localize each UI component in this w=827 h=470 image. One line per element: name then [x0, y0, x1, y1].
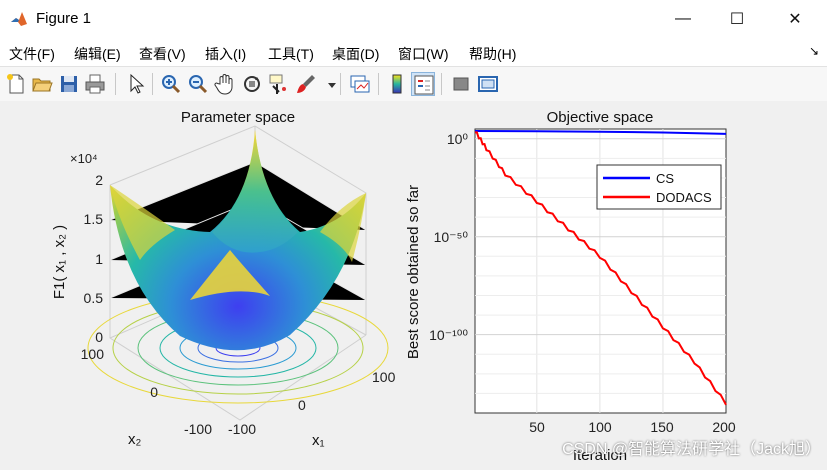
window-title: Figure 1	[36, 10, 92, 27]
legend-box[interactable]: CS DODACS	[596, 164, 722, 210]
z-axis-label: F1( x₁ , x₂ )	[51, 225, 68, 299]
zoom-in-icon[interactable]	[159, 72, 183, 96]
brush-icon[interactable]	[294, 72, 318, 96]
x2-axis-label: x₂	[128, 431, 142, 448]
matlab-logo-icon	[10, 10, 28, 28]
menu-edit[interactable]: 编辑(E)	[74, 46, 121, 62]
figure-toolbar	[0, 66, 827, 102]
figure-svg: Parameter space	[51, 109, 736, 464]
menu-insert[interactable]: 插入(I)	[205, 46, 247, 62]
y-tick-label: 10⁻¹⁰⁰	[429, 327, 468, 343]
pan-hand-icon[interactable]	[213, 72, 237, 96]
menu-window[interactable]: 窗口(W)	[398, 46, 449, 62]
maximize-button[interactable]: ☐	[729, 11, 745, 28]
z-tick-label: 2	[95, 172, 103, 188]
toolbar-separator	[115, 73, 116, 95]
x-tick-label: 100	[588, 419, 612, 435]
link-plot-icon[interactable]	[348, 72, 372, 96]
z-tick-label: 1.5	[84, 211, 104, 227]
print-icon[interactable]	[83, 72, 107, 96]
z-tick-label: 0.5	[84, 290, 104, 306]
window-titlebar: Figure 1 — ☐ ✕	[0, 0, 827, 38]
legend-icon[interactable]	[411, 72, 435, 96]
x1-tick-label: 0	[298, 397, 306, 413]
y-tick-label: 10⁰	[447, 131, 469, 147]
y-axis-label: Best score obtained so far	[405, 185, 422, 359]
new-figure-icon[interactable]	[4, 72, 28, 96]
z-scale-label: ×10⁴	[70, 151, 98, 166]
open-file-icon[interactable]	[30, 72, 54, 96]
toolbar-separator	[441, 73, 442, 95]
toolbar-separator	[152, 73, 153, 95]
brush-dropdown-icon[interactable]	[320, 72, 336, 96]
surface-plot	[110, 130, 366, 351]
z-tick-label: 1	[95, 251, 103, 267]
y-tick-label: 10⁻⁵⁰	[434, 229, 469, 245]
select-arrow-icon[interactable]	[124, 72, 148, 96]
watermark-text: CSDN @智能算法研学社（Jack旭）	[562, 441, 821, 458]
menu-view[interactable]: 查看(V)	[139, 46, 186, 62]
x-tick-label: 50	[529, 419, 545, 435]
data-cursor-icon[interactable]	[267, 72, 291, 96]
colorbar-icon[interactable]	[385, 72, 409, 96]
x2-tick-label: 0	[150, 384, 158, 400]
x2-tick-label: -100	[184, 421, 212, 437]
x-axis-label: Iteration	[573, 447, 627, 464]
rotate-3d-icon[interactable]	[240, 72, 264, 96]
toolbar-separator	[340, 73, 341, 95]
x1-tick-label: 100	[372, 369, 396, 385]
legend-label-dodacs: DODACS	[656, 190, 712, 205]
menu-file[interactable]: 文件(F)	[9, 46, 55, 62]
minimize-button[interactable]: —	[675, 10, 691, 27]
x2-tick-label: 100	[81, 346, 105, 362]
menu-tools[interactable]: 工具(T)	[268, 46, 314, 62]
right-plot-title: Objective space	[547, 109, 654, 126]
hide-plot-tools-icon[interactable]	[449, 72, 473, 96]
series-line-dodacs	[474, 131, 727, 406]
series-layer	[474, 130, 727, 406]
z-tick-label: 0	[95, 329, 103, 345]
x1-tick-label: -100	[228, 421, 256, 437]
menu-overflow-arrow-icon[interactable]: ↘	[808, 44, 819, 58]
x-tick-label: 150	[650, 419, 674, 435]
series-line-cs	[474, 130, 727, 135]
show-plot-tools-icon[interactable]	[476, 72, 500, 96]
toolbar-separator	[378, 73, 379, 95]
legend-label-cs: CS	[656, 171, 674, 186]
left-plot-title: Parameter space	[181, 109, 295, 126]
figure-canvas[interactable]: Parameter space	[0, 101, 827, 465]
zoom-out-icon[interactable]	[186, 72, 210, 96]
menu-desktop[interactable]: 桌面(D)	[332, 46, 380, 62]
menu-help[interactable]: 帮助(H)	[469, 46, 517, 62]
close-button[interactable]: ✕	[788, 11, 802, 28]
save-icon[interactable]	[57, 72, 81, 96]
x-tick-label: 200	[712, 419, 736, 435]
x1-axis-label: x₁	[312, 432, 325, 449]
menu-bar: 文件(F) 编辑(E) 查看(V) 插入(I) 工具(T) 桌面(D) 窗口(W…	[0, 38, 827, 66]
